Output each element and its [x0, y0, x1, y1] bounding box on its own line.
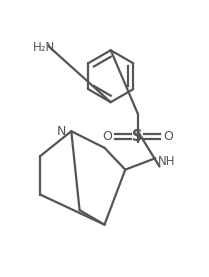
Text: O: O: [163, 130, 173, 143]
Text: N: N: [57, 125, 66, 138]
Text: H₂N: H₂N: [33, 41, 55, 54]
Text: NH: NH: [157, 155, 175, 168]
Text: O: O: [102, 130, 112, 143]
Text: S: S: [133, 129, 143, 144]
